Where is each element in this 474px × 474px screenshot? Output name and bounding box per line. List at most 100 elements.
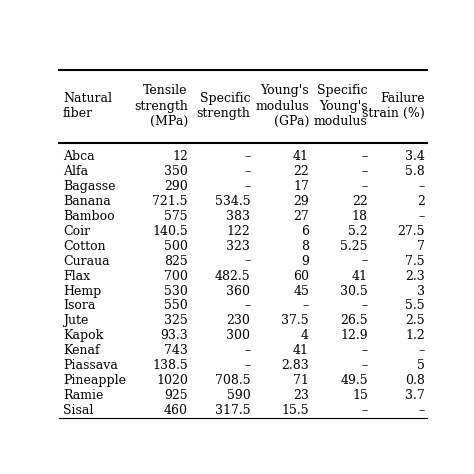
Text: 8: 8: [301, 240, 309, 253]
Text: 460: 460: [164, 404, 188, 417]
Text: 4: 4: [301, 329, 309, 342]
Text: Banana: Banana: [63, 195, 110, 208]
Text: 29: 29: [293, 195, 309, 208]
Text: 3.4: 3.4: [405, 150, 425, 163]
Text: 500: 500: [164, 240, 188, 253]
Text: 23: 23: [293, 389, 309, 402]
Text: 9: 9: [301, 255, 309, 268]
Text: 22: 22: [293, 165, 309, 178]
Text: 60: 60: [293, 270, 309, 283]
Text: 708.5: 708.5: [215, 374, 250, 387]
Text: 93.3: 93.3: [160, 329, 188, 342]
Text: 12: 12: [172, 150, 188, 163]
Text: 140.5: 140.5: [152, 225, 188, 237]
Text: Sisal: Sisal: [63, 404, 93, 417]
Text: 0.8: 0.8: [405, 374, 425, 387]
Text: 700: 700: [164, 270, 188, 283]
Text: –: –: [244, 150, 250, 163]
Text: –: –: [303, 300, 309, 312]
Text: Kapok: Kapok: [63, 329, 103, 342]
Text: 230: 230: [227, 314, 250, 328]
Text: –: –: [362, 255, 368, 268]
Text: 2.83: 2.83: [281, 359, 309, 373]
Text: 825: 825: [164, 255, 188, 268]
Text: Specific
strength: Specific strength: [196, 92, 250, 120]
Text: 71: 71: [293, 374, 309, 387]
Text: 122: 122: [227, 225, 250, 237]
Text: –: –: [419, 180, 425, 193]
Text: Jute: Jute: [63, 314, 88, 328]
Text: –: –: [362, 345, 368, 357]
Text: 3.7: 3.7: [405, 389, 425, 402]
Text: 300: 300: [226, 329, 250, 342]
Text: 41: 41: [352, 270, 368, 283]
Text: 49.5: 49.5: [340, 374, 368, 387]
Text: Pineapple: Pineapple: [63, 374, 126, 387]
Text: 27: 27: [293, 210, 309, 223]
Text: Failure
strain (%): Failure strain (%): [362, 92, 425, 120]
Text: 3: 3: [417, 284, 425, 298]
Text: 2.5: 2.5: [405, 314, 425, 328]
Text: Tensile
strength
(MPa): Tensile strength (MPa): [134, 84, 188, 128]
Text: Ramie: Ramie: [63, 389, 103, 402]
Text: Natural
fiber: Natural fiber: [63, 92, 112, 120]
Text: 26.5: 26.5: [340, 314, 368, 328]
Text: Coir: Coir: [63, 225, 90, 237]
Text: 5: 5: [417, 359, 425, 373]
Text: 12.9: 12.9: [340, 329, 368, 342]
Text: 7.5: 7.5: [405, 255, 425, 268]
Text: 325: 325: [164, 314, 188, 328]
Text: 30.5: 30.5: [340, 284, 368, 298]
Text: 590: 590: [227, 389, 250, 402]
Text: –: –: [362, 165, 368, 178]
Text: 22: 22: [352, 195, 368, 208]
Text: 18: 18: [352, 210, 368, 223]
Text: Alfa: Alfa: [63, 165, 88, 178]
Text: –: –: [362, 150, 368, 163]
Text: Cotton: Cotton: [63, 240, 106, 253]
Text: 138.5: 138.5: [152, 359, 188, 373]
Text: 383: 383: [226, 210, 250, 223]
Text: –: –: [419, 404, 425, 417]
Text: –: –: [362, 359, 368, 373]
Text: Isora: Isora: [63, 300, 95, 312]
Text: 350: 350: [164, 165, 188, 178]
Text: –: –: [244, 345, 250, 357]
Text: –: –: [244, 180, 250, 193]
Text: Hemp: Hemp: [63, 284, 101, 298]
Text: 323: 323: [227, 240, 250, 253]
Text: Bamboo: Bamboo: [63, 210, 115, 223]
Text: Flax: Flax: [63, 270, 90, 283]
Text: 7: 7: [417, 240, 425, 253]
Text: 721.5: 721.5: [152, 195, 188, 208]
Text: 6: 6: [301, 225, 309, 237]
Text: Young's
modulus
(GPa): Young's modulus (GPa): [255, 84, 309, 128]
Text: 1020: 1020: [156, 374, 188, 387]
Text: –: –: [244, 165, 250, 178]
Text: 41: 41: [293, 345, 309, 357]
Text: 37.5: 37.5: [282, 314, 309, 328]
Text: 41: 41: [293, 150, 309, 163]
Text: 550: 550: [164, 300, 188, 312]
Text: –: –: [419, 210, 425, 223]
Text: Kenaf: Kenaf: [63, 345, 100, 357]
Text: 925: 925: [164, 389, 188, 402]
Text: 317.5: 317.5: [215, 404, 250, 417]
Text: 5.2: 5.2: [348, 225, 368, 237]
Text: 15: 15: [352, 389, 368, 402]
Text: Curaua: Curaua: [63, 255, 109, 268]
Text: 45: 45: [293, 284, 309, 298]
Text: 360: 360: [226, 284, 250, 298]
Text: 575: 575: [164, 210, 188, 223]
Text: 15.5: 15.5: [282, 404, 309, 417]
Text: 5.8: 5.8: [405, 165, 425, 178]
Text: 2.3: 2.3: [405, 270, 425, 283]
Text: 530: 530: [164, 284, 188, 298]
Text: –: –: [362, 180, 368, 193]
Text: –: –: [362, 300, 368, 312]
Text: –: –: [244, 300, 250, 312]
Text: 534.5: 534.5: [215, 195, 250, 208]
Text: 482.5: 482.5: [215, 270, 250, 283]
Text: 743: 743: [164, 345, 188, 357]
Text: Piassava: Piassava: [63, 359, 118, 373]
